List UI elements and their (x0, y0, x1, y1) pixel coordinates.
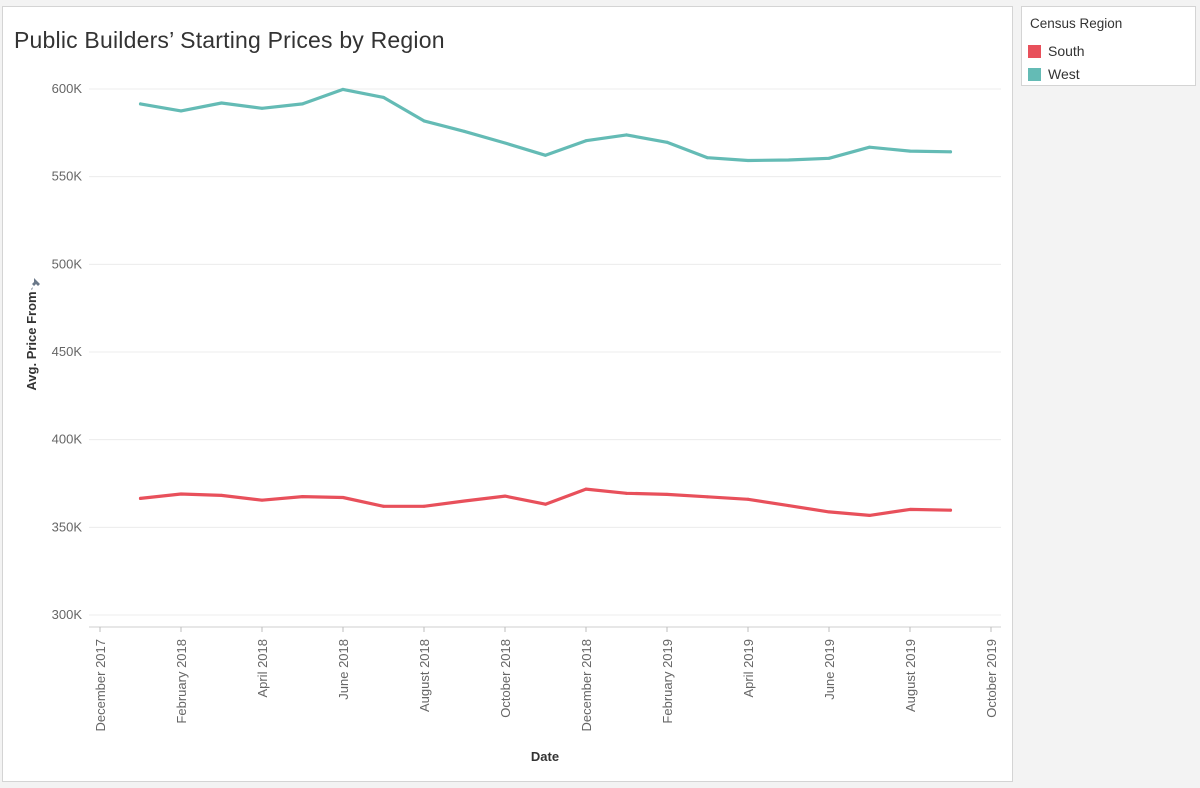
x-tick-label: August 2018 (417, 639, 432, 712)
x-tick-label: October 2019 (984, 639, 999, 718)
x-tick-label: February 2018 (174, 639, 189, 724)
data-point-west (827, 156, 831, 160)
data-point-south (503, 494, 507, 498)
data-point-west (908, 149, 912, 153)
x-tick-label: February 2019 (660, 639, 675, 724)
data-point-west (949, 150, 952, 154)
data-point-west (868, 145, 871, 149)
data-point-south (908, 507, 912, 511)
data-point-south (827, 510, 831, 514)
data-point-south (787, 504, 790, 508)
legend-label-south: South (1048, 43, 1085, 59)
data-point-west (260, 106, 264, 110)
x-tick-label: August 2019 (903, 639, 918, 712)
data-point-west (625, 133, 628, 137)
x-tick-label: June 2018 (336, 639, 351, 700)
legend: Census Region South West (1021, 6, 1196, 86)
y-tick-label: 350K (52, 519, 83, 534)
data-point-south (422, 504, 426, 508)
y-tick-label: 300K (52, 607, 83, 622)
data-point-south (949, 508, 952, 512)
legend-swatch-west (1028, 67, 1041, 81)
data-point-west (422, 119, 426, 123)
y-tick-label: 450K (52, 344, 83, 359)
data-point-south (341, 496, 345, 500)
data-point-south (544, 502, 547, 506)
data-point-west (706, 156, 709, 160)
y-tick-label: 600K (52, 81, 83, 96)
data-point-south (139, 496, 142, 500)
y-tick-label: 400K (52, 432, 83, 447)
data-point-south (179, 492, 183, 496)
data-point-south (665, 492, 669, 496)
data-point-west (463, 129, 466, 133)
x-tick-label: April 2018 (255, 639, 270, 698)
chart-title: Public Builders’ Starting Prices by Regi… (14, 27, 445, 53)
x-tick-label: June 2019 (822, 639, 837, 700)
x-tick-label: October 2018 (498, 639, 513, 718)
chart-panel: Public Builders’ Starting Prices by Regi… (2, 6, 1013, 782)
y-axis-title: Avg. Price From (24, 291, 39, 390)
data-point-west (787, 158, 790, 162)
data-point-south (260, 498, 264, 502)
x-tick-label: April 2019 (741, 639, 756, 698)
data-point-south (463, 499, 466, 503)
data-point-south (382, 504, 385, 508)
line-chart: 300K 350K 400K 450K 500K 550K 600K December 201… (24, 81, 1001, 764)
legend-swatch-south (1028, 44, 1041, 58)
data-point-south (746, 497, 750, 501)
data-point-west (139, 102, 142, 106)
x-tick-label: December 2017 (93, 639, 108, 732)
legend-title: Census Region (1030, 16, 1123, 31)
data-point-west (341, 87, 345, 91)
x-axis-title: Date (531, 749, 559, 764)
data-point-south (625, 491, 628, 495)
data-point-west (301, 102, 304, 106)
data-point-west (220, 101, 223, 105)
data-point-south (706, 495, 709, 499)
data-point-west (503, 141, 507, 145)
data-point-south (868, 513, 871, 517)
legend-item-west[interactable]: West (1028, 65, 1080, 83)
data-point-south (584, 487, 588, 491)
legend-item-south[interactable]: South (1028, 42, 1085, 60)
data-point-west (179, 109, 183, 113)
y-tick-label: 550K (52, 169, 83, 184)
series-line-west (138, 87, 953, 163)
x-tick-label: December 2018 (579, 639, 594, 732)
data-point-west (746, 159, 750, 163)
pin-icon (31, 278, 40, 290)
data-point-west (382, 95, 385, 99)
data-point-west (665, 140, 669, 144)
data-point-west (584, 139, 588, 143)
data-point-south (220, 493, 223, 497)
legend-label-west: West (1048, 66, 1080, 82)
data-point-west (544, 153, 547, 157)
data-point-south (301, 495, 304, 499)
y-tick-label: 500K (52, 256, 83, 271)
